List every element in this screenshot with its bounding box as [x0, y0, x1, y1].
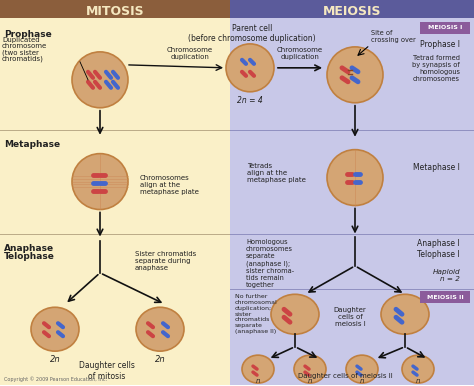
Text: Haploid
n = 2: Haploid n = 2 [432, 269, 460, 282]
Text: Sister chromatids
separate during
anaphase: Sister chromatids separate during anapha… [135, 251, 196, 271]
Ellipse shape [31, 307, 79, 351]
Text: 2n = 4: 2n = 4 [237, 96, 263, 105]
Text: Anaphase I
Telophase I: Anaphase I Telophase I [418, 239, 460, 259]
Text: chromosome: chromosome [2, 43, 47, 49]
Text: Chromosomes
align at the
metaphase plate: Chromosomes align at the metaphase plate [140, 174, 199, 195]
Ellipse shape [402, 355, 434, 383]
Text: Prophase I: Prophase I [420, 40, 460, 49]
Text: MEIOSIS: MEIOSIS [323, 5, 381, 19]
Text: Parent cell
(before chromosome duplication): Parent cell (before chromosome duplicati… [188, 24, 316, 43]
Text: Metaphase: Metaphase [4, 140, 60, 149]
Ellipse shape [271, 294, 319, 334]
Text: n: n [308, 378, 312, 384]
Ellipse shape [242, 355, 274, 383]
Text: Daughter cells
of mitosis: Daughter cells of mitosis [79, 361, 135, 381]
Text: Metaphase I: Metaphase I [413, 163, 460, 172]
FancyBboxPatch shape [0, 0, 230, 18]
Text: MEIOSIS I: MEIOSIS I [428, 25, 462, 30]
Ellipse shape [327, 47, 383, 103]
Text: MEIOSIS II: MEIOSIS II [427, 295, 464, 300]
Ellipse shape [346, 355, 378, 383]
FancyBboxPatch shape [230, 0, 474, 18]
Text: Chromosome
duplication: Chromosome duplication [277, 47, 323, 60]
Text: n: n [256, 378, 260, 384]
Text: n: n [416, 378, 420, 384]
Text: Prophase: Prophase [4, 30, 52, 39]
Text: (two sister: (two sister [2, 49, 39, 56]
Ellipse shape [72, 52, 128, 108]
Text: Daughter
cells of
meiosis I: Daughter cells of meiosis I [334, 307, 366, 327]
Text: Chromosome
duplication: Chromosome duplication [167, 47, 213, 60]
Text: Anaphase: Anaphase [4, 244, 54, 254]
Text: chromatids): chromatids) [2, 56, 44, 62]
Text: MITOSIS: MITOSIS [86, 5, 144, 19]
FancyBboxPatch shape [230, 0, 474, 385]
Ellipse shape [72, 154, 128, 210]
Text: n: n [360, 378, 364, 384]
Text: Telophase: Telophase [4, 252, 55, 261]
FancyBboxPatch shape [420, 291, 470, 303]
Text: Tetrads
align at the
metaphase plate: Tetrads align at the metaphase plate [247, 163, 306, 183]
Text: No further
chromosomal
duplication;
sister
chromatids
separate
(anaphase II): No further chromosomal duplication; sist… [235, 294, 278, 334]
Ellipse shape [294, 355, 326, 383]
FancyBboxPatch shape [0, 0, 230, 385]
Text: Duplicated: Duplicated [2, 37, 40, 43]
Text: 2n: 2n [50, 355, 60, 364]
Ellipse shape [381, 294, 429, 334]
Ellipse shape [226, 44, 274, 92]
Text: Site of
crossing over: Site of crossing over [371, 30, 416, 43]
Text: Tetrad formed
by synapsis of
homologous
chromosomes: Tetrad formed by synapsis of homologous … [412, 55, 460, 82]
Ellipse shape [136, 307, 184, 351]
Text: Copyright © 2009 Pearson Education, Inc.: Copyright © 2009 Pearson Education, Inc. [4, 376, 107, 382]
FancyBboxPatch shape [420, 22, 470, 34]
Text: 2n: 2n [155, 355, 165, 364]
Text: Daughter cells of meiosis II: Daughter cells of meiosis II [298, 373, 392, 379]
Ellipse shape [327, 150, 383, 205]
Text: Homologous
chromosomes
separate
(anaphase I);
sister chroma-
tids remain
togethe: Homologous chromosomes separate (anaphas… [246, 239, 294, 288]
